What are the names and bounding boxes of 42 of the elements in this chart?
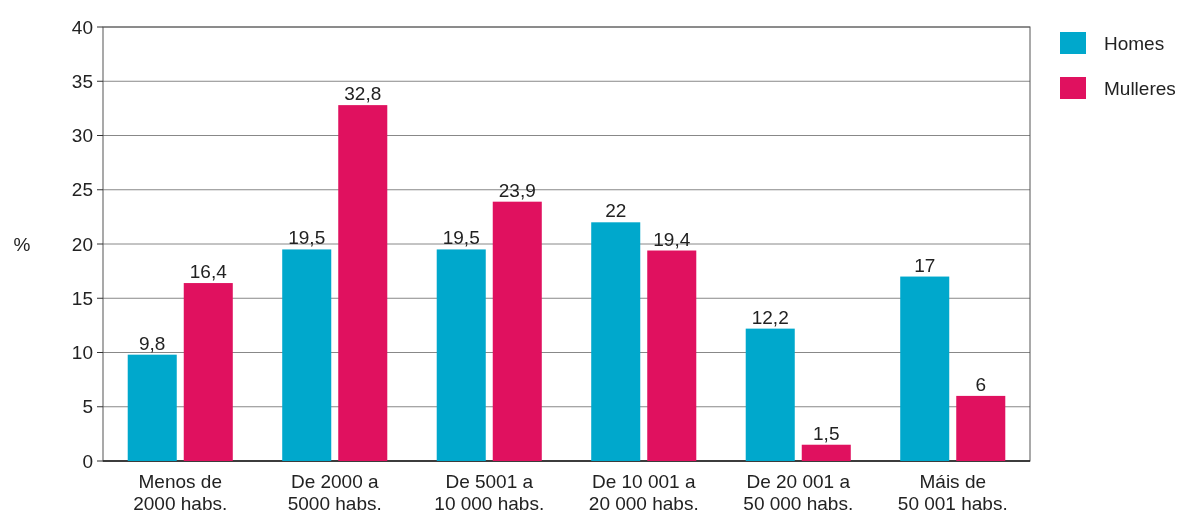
data-label: 19,5 — [442, 227, 480, 249]
data-label: 6 — [975, 373, 987, 395]
bar — [647, 250, 697, 461]
y-tick-label: 40 — [71, 16, 93, 38]
bar — [127, 354, 177, 461]
y-tick-label: 10 — [71, 342, 93, 364]
data-label: 17 — [914, 254, 936, 276]
data-label: 22 — [605, 200, 627, 222]
bar — [436, 249, 486, 461]
y-tick-label: 30 — [71, 125, 93, 147]
y-tick-label: 0 — [82, 450, 93, 472]
data-label: 23,9 — [498, 179, 536, 201]
bar — [745, 328, 795, 461]
y-tick-label: 5 — [82, 396, 93, 418]
x-tick-label: De 20 001 a 50 000 habs. — [743, 471, 854, 514]
legend-label: Homes — [1104, 32, 1165, 54]
y-tick-label: 35 — [71, 70, 93, 92]
x-tick-label: Menos de 2000 habs. — [133, 471, 228, 514]
bar — [900, 276, 950, 461]
bar — [492, 201, 542, 461]
x-tick-label: De 10 001 a 20 000 habs. — [588, 471, 699, 514]
bar — [282, 249, 332, 461]
bar — [183, 283, 233, 461]
data-label: 19,4 — [653, 228, 691, 250]
data-label: 32,8 — [344, 83, 382, 105]
bar — [591, 222, 641, 461]
x-tick-label: Máis de 50 001 habs. — [897, 471, 1008, 514]
y-axis-title: % — [13, 233, 31, 255]
y-tick-label: 15 — [71, 287, 93, 309]
data-label: 9,8 — [139, 332, 166, 354]
data-label: 12,2 — [751, 306, 789, 328]
bar — [338, 105, 388, 461]
data-label: 1,5 — [813, 422, 840, 444]
data-label: 19,5 — [288, 227, 326, 249]
y-tick-label: 20 — [71, 233, 93, 255]
legend-label: Mulleres — [1104, 77, 1176, 99]
x-tick-label: De 5001 a 10 000 habs. — [434, 471, 545, 514]
bar — [801, 444, 851, 461]
bar — [956, 395, 1006, 461]
data-label: 16,4 — [189, 261, 228, 283]
x-tick-label: De 2000 a 5000 habs. — [287, 471, 382, 514]
y-tick-label: 25 — [71, 179, 93, 201]
